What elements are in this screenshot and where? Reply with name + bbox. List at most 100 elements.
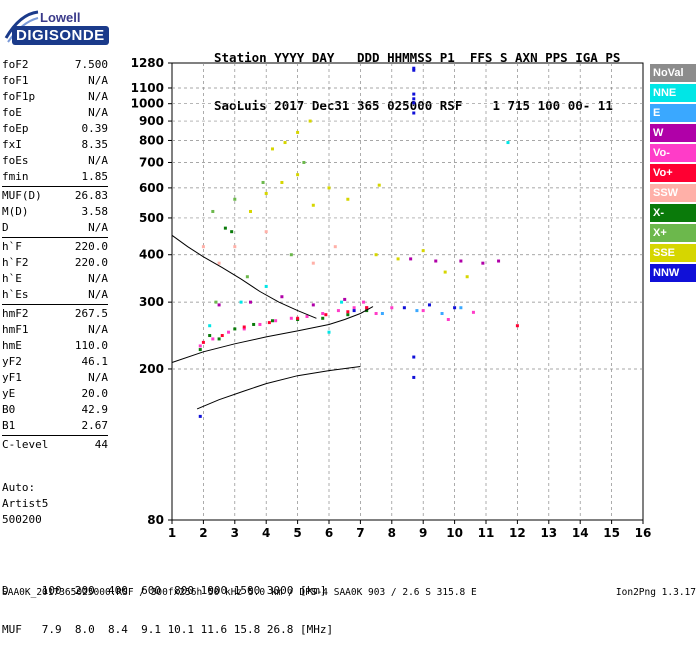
param-row: B1 2.67 <box>2 418 108 434</box>
param-value: 46.1 <box>81 355 109 368</box>
param-row: foEp 0.39 <box>2 121 108 137</box>
echo-point <box>321 316 325 320</box>
echo-point <box>239 300 243 304</box>
echo-point <box>324 313 328 317</box>
param-value: 220.0 <box>74 256 108 269</box>
echo-point <box>412 97 416 101</box>
echo-point <box>233 327 237 331</box>
echo-point <box>305 314 309 318</box>
echo-point <box>402 306 406 310</box>
echo-point <box>217 303 221 307</box>
echo-point <box>308 119 312 123</box>
x-tick-label: 5 <box>293 526 301 540</box>
param-value: N/A <box>88 90 108 103</box>
echo-point <box>446 318 450 322</box>
echo-point <box>252 322 256 326</box>
echo-point <box>346 310 350 314</box>
profile-trace <box>196 366 361 410</box>
param-value: 7.500 <box>74 58 108 71</box>
echo-point <box>311 261 315 265</box>
echo-point <box>198 348 202 352</box>
param-row: h`F 220.0 <box>2 239 108 255</box>
echo-point <box>412 92 416 96</box>
y-tick-label: 1000 <box>131 97 164 111</box>
echo-point <box>217 261 221 265</box>
echo-point <box>258 322 262 326</box>
param-name: foEp <box>2 122 29 135</box>
param-value: 1.85 <box>81 170 109 183</box>
x-tick-label: 2 <box>199 526 207 540</box>
echo-point <box>506 141 510 145</box>
param-row: yE 20.0 <box>2 386 108 402</box>
param-value: 20.0 <box>81 387 109 400</box>
param-row: C-level 44 <box>2 437 108 453</box>
auto-version: 500200 <box>2 513 42 526</box>
legend-item: NoVal <box>650 64 696 82</box>
echo-point <box>412 111 416 115</box>
param-name: foEs <box>2 154 29 167</box>
header-line-1: Station YYYY DAY DDD HHMMSS P1 FFS S AXN… <box>214 50 621 65</box>
param-name: yE <box>2 387 16 400</box>
y-tick-label: 1280 <box>131 56 164 70</box>
param-row: yF1 N/A <box>2 370 108 386</box>
x-tick-label: 15 <box>603 526 620 540</box>
param-value: 2.67 <box>81 419 109 432</box>
y-tick-label: 1100 <box>131 81 164 95</box>
param-row: foF2 7.500 <box>2 57 108 73</box>
echo-point <box>264 191 268 195</box>
param-name: hmE <box>2 339 22 352</box>
digisonde-logo: Lowell DIGISONDE <box>2 6 109 52</box>
param-name: hmF2 <box>2 307 29 320</box>
echo-point <box>233 197 237 201</box>
y-tick-label: 800 <box>139 133 164 147</box>
param-name: D <box>2 221 9 234</box>
echo-point <box>233 245 237 249</box>
x-tick-label: 12 <box>509 526 526 540</box>
echo-point <box>412 101 416 105</box>
echo-point <box>333 245 337 249</box>
echo-point <box>459 259 463 263</box>
echo-point <box>481 261 485 265</box>
echo-point <box>220 334 224 338</box>
param-row: D N/A <box>2 220 108 236</box>
echo-point <box>198 344 202 348</box>
echo-point <box>374 253 378 257</box>
echo-point <box>264 230 268 234</box>
echo-point <box>374 312 378 316</box>
echo-point <box>412 66 416 70</box>
echo-point <box>280 295 284 299</box>
echo-point <box>227 330 231 334</box>
param-name: fmin <box>2 170 29 183</box>
param-name: B0 <box>2 403 16 416</box>
x-tick-label: 6 <box>325 526 333 540</box>
echo-point <box>421 249 425 253</box>
param-name: yF1 <box>2 371 22 384</box>
param-separator <box>2 186 108 187</box>
software-version: Ion2Png 1.3.17 <box>615 587 696 598</box>
echo-point <box>214 300 218 304</box>
echo-point <box>264 284 268 288</box>
param-row: foF1p N/A <box>2 89 108 105</box>
echo-point <box>270 319 274 323</box>
echo-point <box>289 253 293 257</box>
echo-point <box>365 306 369 310</box>
echo-point <box>249 300 252 304</box>
param-value: N/A <box>88 74 108 87</box>
echo-point <box>217 337 221 341</box>
echo-point <box>340 300 344 304</box>
echo-point <box>412 68 416 72</box>
legend-item: SSE <box>650 244 696 262</box>
param-value: N/A <box>88 371 108 384</box>
echo-point <box>198 414 202 418</box>
param-value: 110.0 <box>74 339 108 352</box>
file-info-footer: SAA0K_2017365025000.RSF / 300fx256h 50 k… <box>2 587 477 598</box>
param-separator <box>2 435 108 436</box>
y-tick-label: 80 <box>147 513 164 527</box>
param-row: foE N/A <box>2 105 108 121</box>
legend: NoVal NNE E W Vo- Vo+ SSW X- X+ SSE NNW <box>650 64 696 284</box>
legend-item: NNE <box>650 84 696 102</box>
echo-point <box>343 297 347 301</box>
echo-point <box>412 375 416 379</box>
profile-trace <box>171 306 374 363</box>
echo-point <box>346 313 350 317</box>
